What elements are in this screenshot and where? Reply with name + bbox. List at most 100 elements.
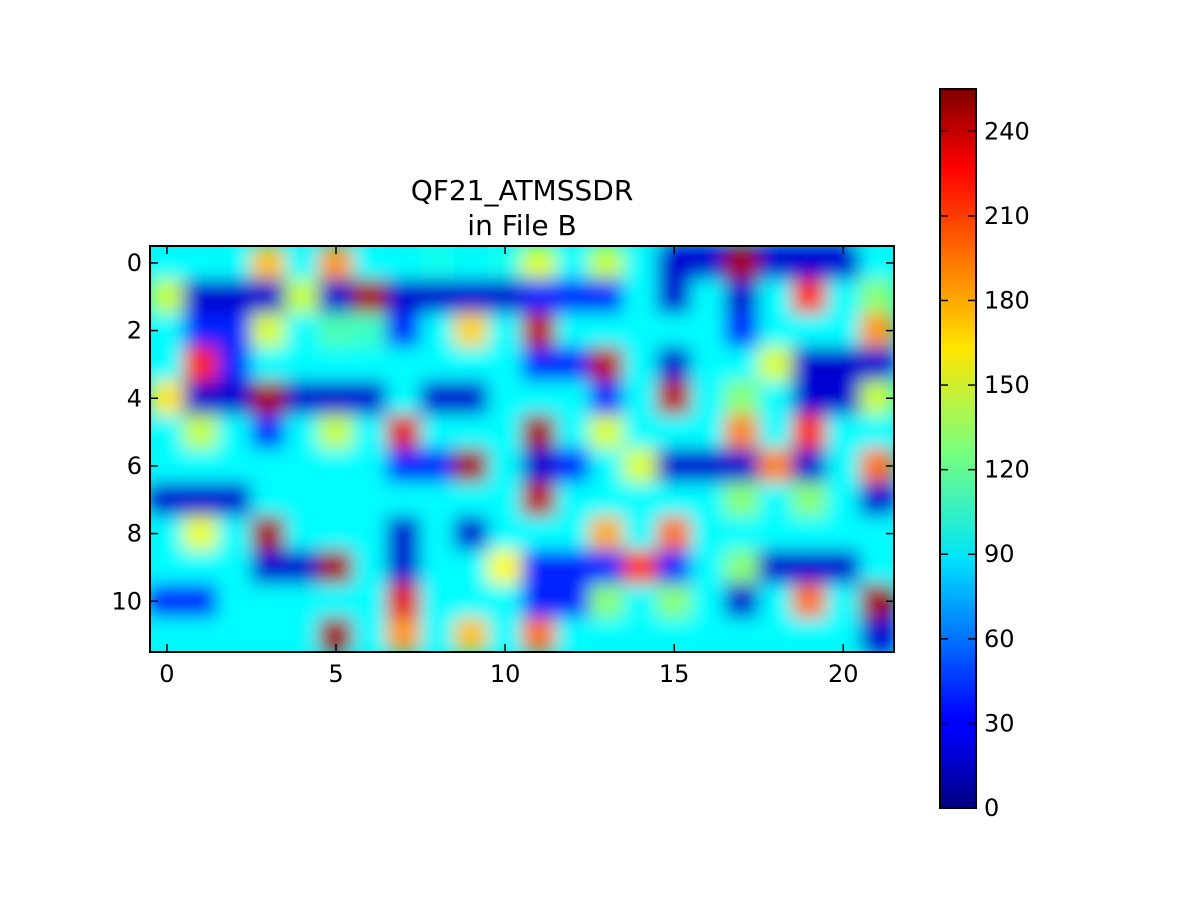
heatmap-cell [724, 550, 760, 585]
heatmap-cell [487, 347, 523, 382]
heatmap-cell [690, 380, 726, 416]
axis-ticks: 0 5 10 15 20 0 2 4 6 8 10 [111, 246, 894, 688]
heatmap-cell [352, 482, 388, 518]
heatmap-cell [521, 246, 557, 281]
heatmap-cell [555, 347, 591, 382]
heatmap-cell [420, 414, 455, 450]
heatmap-cell [386, 516, 422, 551]
heatmap-cell [183, 617, 219, 652]
heatmap-cell [453, 448, 489, 484]
heatmap-cell [453, 414, 489, 450]
heatmap-cell [555, 482, 591, 518]
heatmap-cell [250, 516, 286, 551]
heatmap-cell [420, 448, 455, 484]
heatmap-cell [656, 414, 692, 450]
heatmap-cell [859, 550, 894, 585]
heatmap-cell [622, 313, 658, 348]
heatmap-cell [521, 516, 557, 551]
heatmap-cell [217, 516, 252, 551]
heatmap-cell [724, 516, 760, 551]
heatmap-cell [217, 380, 252, 416]
heatmap-cell [724, 448, 760, 484]
heatmap-cell [318, 550, 354, 585]
heatmap-cell [284, 279, 320, 315]
heatmap-cell [217, 347, 252, 382]
heatmap-cell [386, 448, 422, 484]
heatmap-cell [487, 380, 523, 416]
heatmap-cell [622, 550, 658, 585]
heatmap-cell [217, 414, 252, 450]
heatmap-cell [724, 482, 760, 518]
heatmap-cell [724, 246, 760, 281]
heatmap-cell [589, 279, 624, 315]
heatmap-cell [758, 617, 794, 652]
x-tick-label: 10 [490, 660, 521, 688]
heatmap-cell [792, 279, 827, 315]
heatmap-cell [250, 279, 286, 315]
heatmap-cell [555, 550, 591, 585]
heatmap-cell [250, 617, 286, 652]
heatmap-cell [420, 347, 455, 382]
heatmap-cell [521, 583, 557, 619]
heatmap-cell [453, 279, 489, 315]
y-tick-label: 6 [127, 452, 142, 480]
heatmap-cell [284, 246, 320, 281]
heatmap-cell [386, 550, 422, 585]
heatmap-cell [352, 516, 388, 551]
heatmap-cells [150, 246, 894, 652]
heatmap-cell [386, 583, 422, 619]
heatmap-cell [825, 550, 861, 585]
heatmap-cell [420, 380, 455, 416]
heatmap-cell [318, 313, 354, 348]
heatmap-cell [284, 313, 320, 348]
heatmap-cell [622, 448, 658, 484]
heatmap-cell [318, 583, 354, 619]
heatmap-cell [555, 414, 591, 450]
heatmap-cell [521, 380, 557, 416]
y-tick-label: 0 [127, 249, 142, 277]
heatmap-cell [724, 279, 760, 315]
heatmap-cell [352, 583, 388, 619]
heatmap-cell [453, 482, 489, 518]
heatmap-cell [622, 246, 658, 281]
heatmap-cell [487, 583, 523, 619]
heatmap-cell [386, 313, 422, 348]
heatmap-cell [859, 617, 894, 652]
heatmap-cell [724, 617, 760, 652]
heatmap-cell [792, 246, 827, 281]
heatmap-cell [250, 414, 286, 450]
heatmap-cell [521, 482, 557, 518]
heatmap-cell [183, 482, 219, 518]
heatmap-cell [453, 246, 489, 281]
heatmap-cell [724, 414, 760, 450]
heatmap-cell [622, 482, 658, 518]
heatmap-cell [825, 380, 861, 416]
heatmap-cell [487, 313, 523, 348]
heatmap-cell [284, 516, 320, 551]
heatmap-cell [487, 279, 523, 315]
colorbar-tick-label: 150 [984, 371, 1030, 399]
heatmap-cell [284, 617, 320, 652]
heatmap-cell [183, 448, 219, 484]
heatmap-cell [250, 246, 286, 281]
heatmap-cell [487, 550, 523, 585]
heatmap-cell [453, 550, 489, 585]
heatmap-cell [589, 482, 624, 518]
heatmap-cell [758, 550, 794, 585]
heatmap-cell [352, 347, 388, 382]
heatmap-cell [352, 414, 388, 450]
heatmap-cell [352, 279, 388, 315]
heatmap-cell [589, 617, 624, 652]
heatmap-cell [792, 380, 827, 416]
heatmap-cell [656, 313, 692, 348]
heatmap-cell [724, 313, 760, 348]
chart-title: QF21_ATMSSDR [410, 174, 634, 207]
heatmap-cell [386, 617, 422, 652]
heatmap-cell [758, 414, 794, 450]
heatmap-cell [589, 313, 624, 348]
chart-subtitle: in File B [467, 209, 577, 242]
heatmap-cell [589, 550, 624, 585]
x-tick-label: 0 [159, 660, 174, 688]
